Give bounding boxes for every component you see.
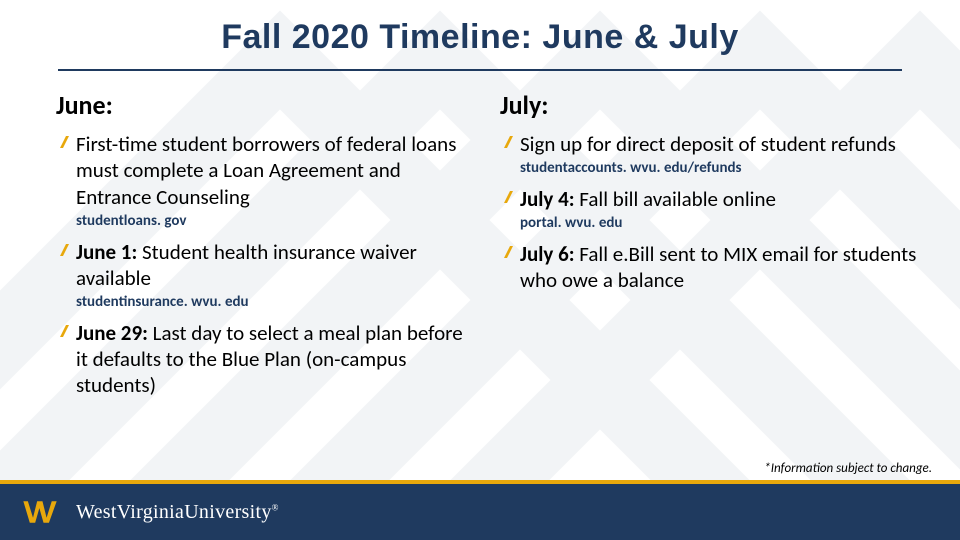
slide-title: Fall 2020 Timeline: June & July [0, 0, 960, 69]
logo-text: WestVirginiaUniversity® [76, 501, 279, 524]
slash-bullet-icon [500, 135, 514, 149]
slash-bullet-icon [500, 190, 514, 204]
logo-text-light: University [184, 501, 271, 523]
footer-bar: WestVirginiaUniversity® [0, 484, 960, 540]
slash-bullet-icon [56, 324, 70, 338]
list-item: First-time student borrowers of federal … [56, 131, 476, 231]
list-item: Sign up for direct deposit of student re… [500, 131, 920, 178]
list-item: June 29: Last day to select a meal plan … [56, 320, 476, 399]
disclaimer-text: *Information subject to change. [764, 461, 932, 476]
flying-wv-icon [20, 496, 66, 528]
july-heading: July: [500, 89, 920, 121]
item-text: June 1: Student health insurance waiver … [76, 239, 417, 291]
item-text: Sign up for direct deposit of student re… [520, 131, 896, 157]
slash-bullet-icon [56, 135, 70, 149]
content-columns: June: First-time student borrowers of fe… [0, 89, 960, 407]
list-item: June 1: Student health insurance waiver … [56, 239, 476, 312]
list-item: July 6: Fall e.Bill sent to MIX email fo… [500, 241, 920, 294]
item-text: First-time student borrowers of federal … [76, 131, 456, 210]
list-item: July 4: Fall bill available online portal… [500, 186, 920, 233]
item-text: July 6: Fall e.Bill sent to MIX email fo… [520, 241, 916, 293]
item-text: July 4: Fall bill available online [520, 186, 776, 212]
column-july: July: Sign up for direct deposit of stud… [500, 89, 920, 407]
title-underline [58, 69, 902, 71]
wvu-logo: WestVirginiaUniversity® [20, 496, 279, 528]
july-list: Sign up for direct deposit of student re… [500, 131, 920, 294]
june-list: First-time student borrowers of federal … [56, 131, 476, 399]
logo-text-bold: WestVirginia [76, 501, 184, 523]
item-sublink: studentloans. gov [76, 212, 476, 231]
slash-bullet-icon [500, 245, 514, 259]
slash-bullet-icon [56, 243, 70, 257]
june-heading: June: [56, 89, 476, 121]
registered-mark: ® [272, 502, 279, 512]
item-sublink: portal. wvu. edu [520, 214, 920, 233]
column-june: June: First-time student borrowers of fe… [56, 89, 476, 407]
item-sublink: studentinsurance. wvu. edu [76, 293, 476, 312]
item-sublink: studentaccounts. wvu. edu/refunds [520, 159, 920, 178]
item-text: June 29: Last day to select a meal plan … [76, 320, 463, 399]
